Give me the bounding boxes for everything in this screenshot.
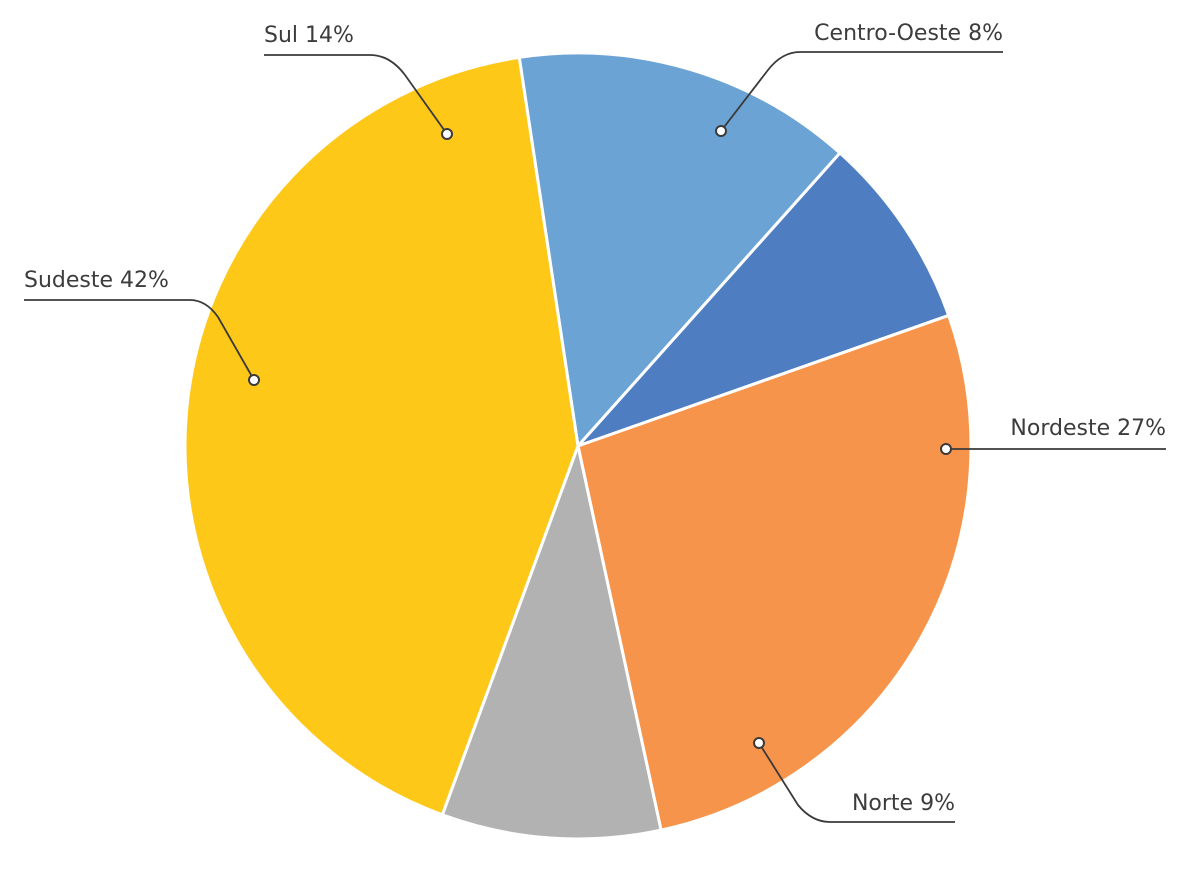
leader-dot-nordeste — [940, 443, 952, 455]
data-label-sul: Sul 14% — [264, 23, 354, 48]
pie-slice-sudeste — [183, 55, 580, 817]
leader-line-centro-oeste — [720, 51, 1003, 132]
data-label-centro-oeste: Centro-Oeste 8% — [814, 21, 1003, 46]
leader-dot-sudeste — [248, 374, 260, 386]
data-label-nordeste: Nordeste 27% — [1010, 416, 1166, 441]
leader-line-sudeste — [24, 299, 255, 381]
data-labels: Sul 14% Centro-Oeste 8% Nordeste 27% Nor… — [24, 21, 1166, 816]
pie-slice-norte — [440, 440, 663, 841]
data-label-sudeste: Sudeste 42% — [24, 268, 169, 293]
data-label-norte: Norte 9% — [852, 791, 955, 816]
pie-slices — [183, 51, 973, 841]
leader-dot-centro-oeste — [715, 125, 727, 137]
leader-dot-norte — [753, 737, 765, 749]
leader-line-sul — [264, 54, 448, 135]
pie-slice-centro-oeste — [576, 150, 951, 448]
leader-line-norte — [758, 742, 955, 823]
pie-slice-nordeste — [576, 313, 973, 832]
leader-dot-sul — [441, 128, 453, 140]
pie-slice-sul — [517, 51, 843, 450]
leader-lines — [24, 51, 1166, 823]
